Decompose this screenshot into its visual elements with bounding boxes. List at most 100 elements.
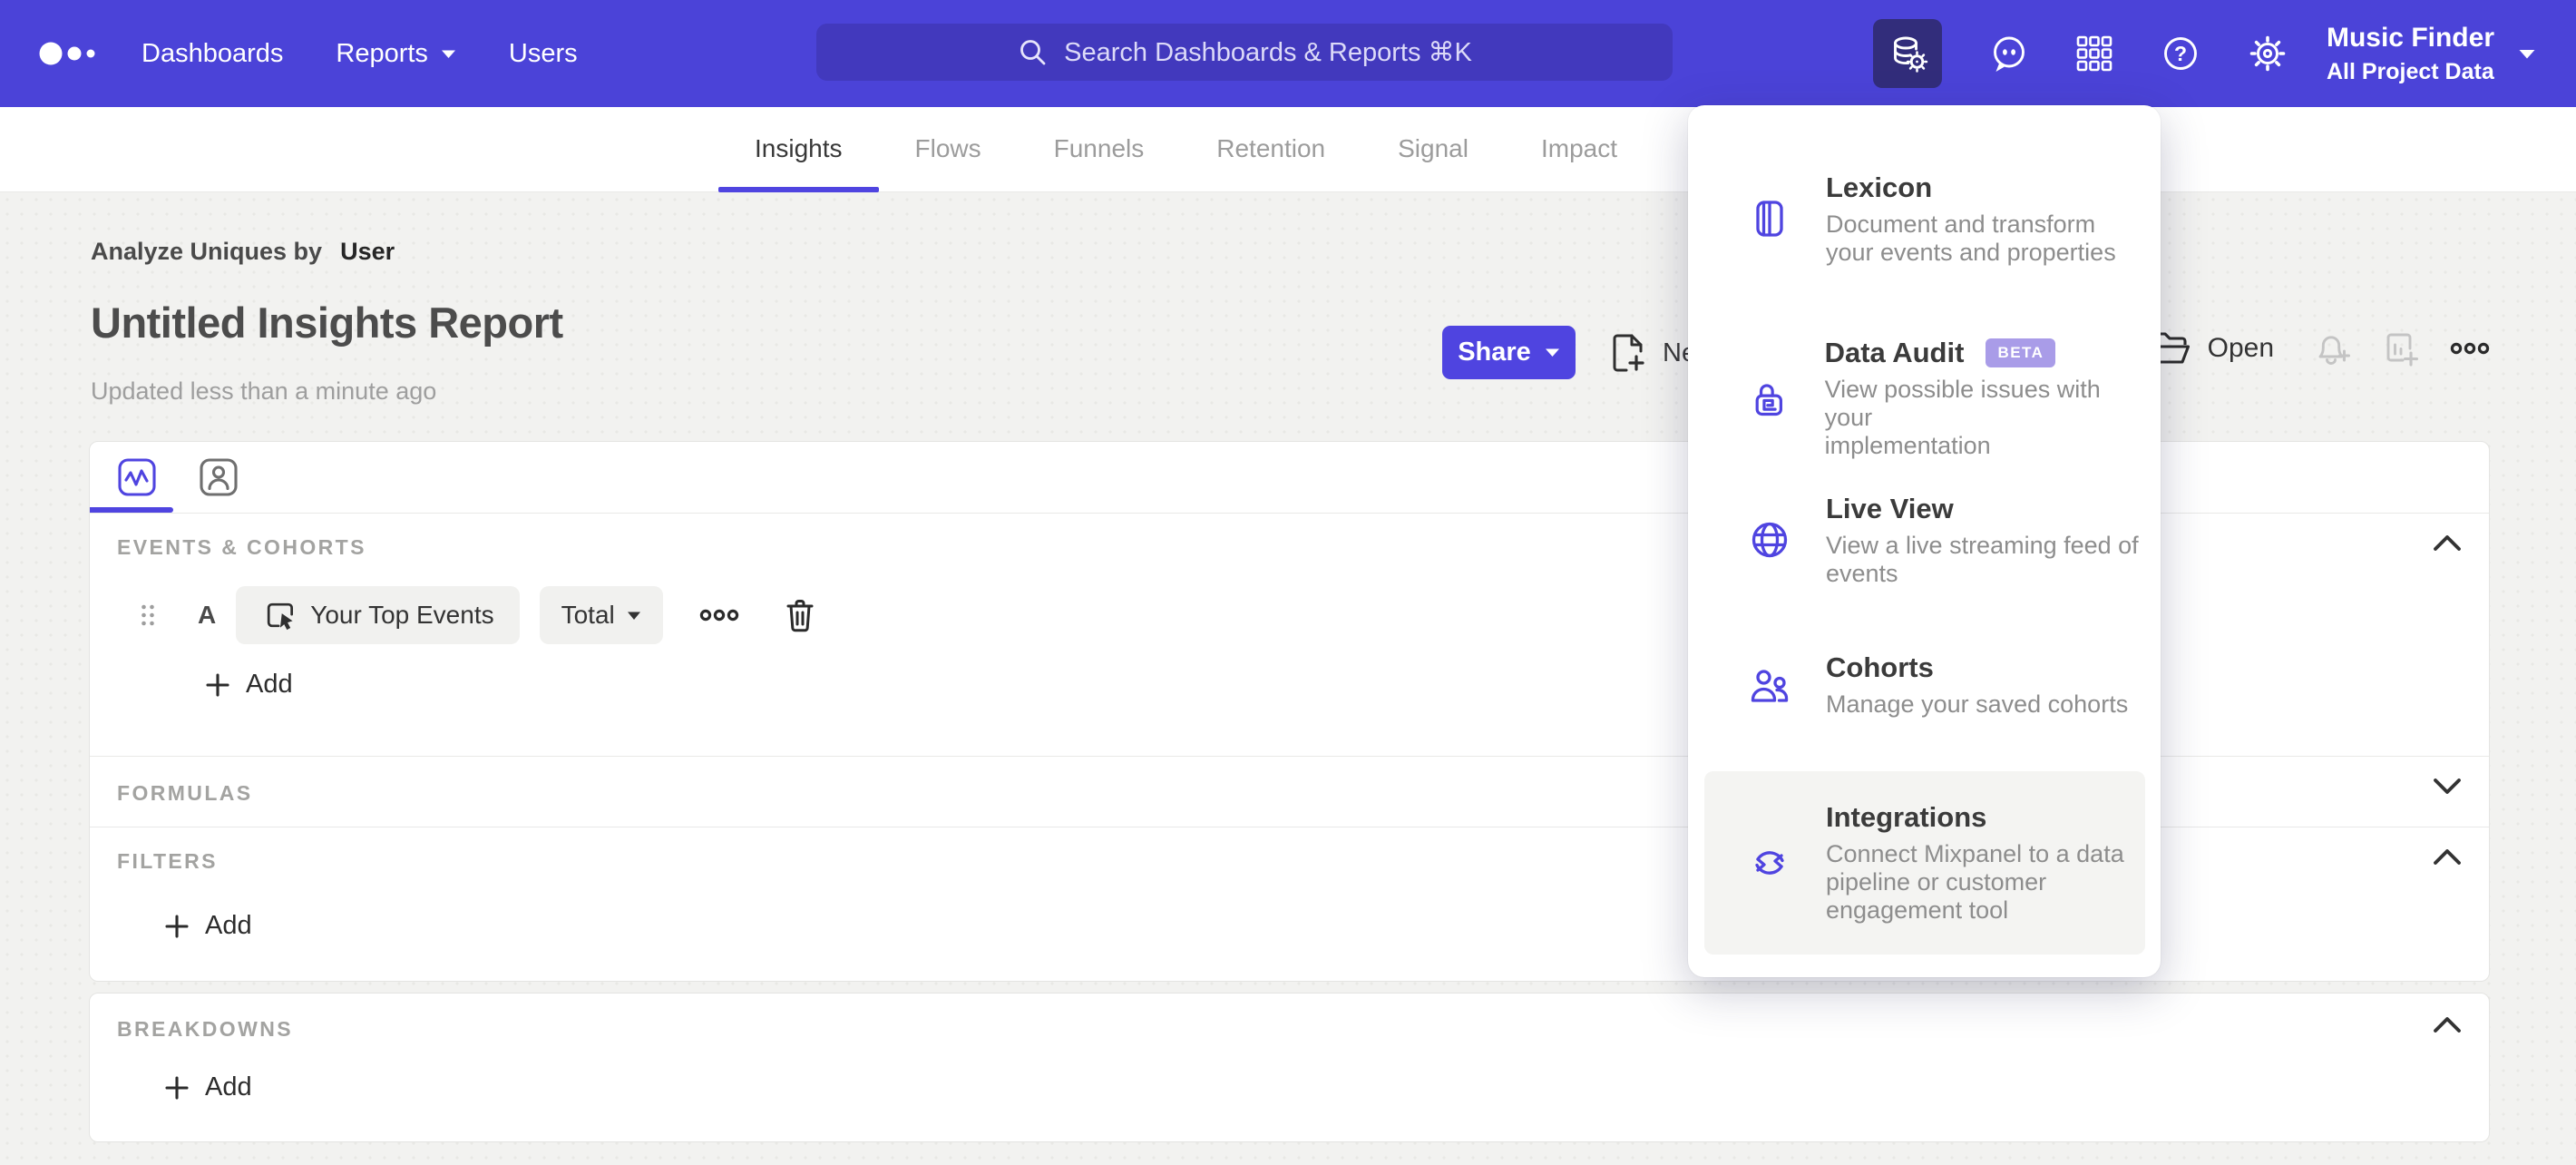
search-placeholder: Search Dashboards & Reports ⌘K [1064, 38, 1472, 67]
nav-users[interactable]: Users [509, 39, 578, 69]
alert-bell-plus-icon[interactable] [2314, 328, 2352, 368]
lexicon-book-icon [1756, 201, 1783, 237]
menu-item-cohorts[interactable]: Cohorts Manage your saved cohorts [1704, 639, 2145, 731]
analyze-label: Analyze Uniques by [91, 238, 323, 265]
add-event-button[interactable]: Add [205, 670, 293, 700]
analyze-entity-selector[interactable]: User [340, 238, 395, 265]
events-view-tab[interactable] [117, 457, 157, 497]
updated-timestamp: Updated less than a minute ago [91, 377, 437, 405]
menu-item-description: View a live streaming feed of events [1826, 531, 2139, 587]
add-breakdown-button[interactable]: Add [164, 1072, 252, 1102]
event-cursor-icon [268, 602, 294, 631]
menu-item-integrations[interactable]: Integrations Connect Mixpanel to a data … [1704, 771, 2145, 955]
feedback-button[interactable] [1987, 33, 2029, 74]
share-button[interactable]: Share [1442, 326, 1576, 379]
speech-bubble-icon [1994, 36, 2025, 72]
tab-insights[interactable]: Insights [718, 107, 879, 192]
section-label: BREAKDOWNS [117, 1017, 293, 1041]
global-search-input[interactable]: Search Dashboards & Reports ⌘K [816, 24, 1673, 81]
breadcrumb: Analyze Uniques by User [91, 238, 395, 266]
more-options-icon[interactable] [2450, 342, 2490, 355]
menu-item-lexicon[interactable]: Lexicon Document and transform your even… [1704, 169, 2145, 269]
event-name: Your Top Events [310, 601, 494, 629]
metric-value: Total [561, 601, 615, 629]
svg-text:?: ? [2174, 42, 2187, 65]
events-cohorts-section: EVENTS & COHORTS A Your Top Eve [90, 514, 2489, 757]
report-toolbar: Open [2150, 328, 2490, 368]
expand-chevron-down-icon[interactable] [2431, 776, 2464, 798]
help-button[interactable]: ? [2160, 33, 2201, 74]
event-query-row: A Your Top Events Total [90, 586, 819, 644]
tab-flows[interactable]: Flows [914, 134, 981, 162]
delete-row-icon[interactable] [781, 595, 819, 635]
menu-item-title: Cohorts [1826, 651, 1934, 683]
drag-handle-icon[interactable] [140, 603, 156, 627]
collapse-chevron-up-icon[interactable] [2431, 532, 2464, 553]
tab-impact[interactable]: Impact [1540, 134, 1617, 162]
top-header: Dashboards Reports Users Search Dashboar… [0, 0, 2576, 107]
grid-icon [2076, 35, 2113, 72]
menu-item-description: Document and transform your events and p… [1826, 210, 2116, 266]
menu-item-title: Data Audit [1824, 337, 1965, 368]
beta-badge: BETA [1986, 338, 2056, 367]
database-gear-icon [1894, 36, 1928, 73]
tab-funnels[interactable]: Funnels [1053, 134, 1145, 162]
mixpanel-logo-icon[interactable] [38, 35, 109, 72]
series-letter: A [198, 601, 217, 629]
add-label: Add [246, 670, 293, 699]
apps-grid-button[interactable] [2074, 34, 2114, 73]
menu-item-description: View possible issues with your implement… [1824, 376, 2101, 459]
project-scope: All Project Data [2326, 59, 2494, 84]
person-icon [200, 458, 238, 496]
report-title[interactable]: Untitled Insights Report [91, 299, 563, 347]
section-label: EVENTS & COHORTS [117, 535, 366, 559]
breakdowns-card: BREAKDOWNS Add [89, 993, 2490, 1142]
nav-reports[interactable]: Reports [336, 39, 456, 69]
nav-users-label: Users [508, 38, 578, 68]
project-switcher[interactable]: Music Finder All Project Data [2327, 22, 2494, 85]
data-management-menu: Lexicon Document and transform your even… [1688, 105, 2161, 977]
document-plus-icon [1613, 334, 1644, 372]
event-selector[interactable]: Your Top Events [236, 586, 520, 644]
collapse-chevron-up-icon[interactable] [2431, 846, 2464, 867]
menu-item-title: Integrations [1826, 801, 1987, 833]
search-icon [1020, 39, 1046, 64]
menu-item-title: Lexicon [1826, 171, 1933, 203]
menu-item-description: Connect Mixpanel to a data pipeline or c… [1826, 840, 2124, 924]
plus-icon [206, 672, 229, 697]
report-type-tabs: Insights Flows Funnels Retention Signal … [0, 107, 2576, 192]
section-label: FORMULAS [117, 781, 253, 805]
add-filter-button[interactable]: Add [164, 911, 252, 941]
formulas-section: FORMULAS [90, 757, 2489, 827]
project-name: Music Finder [2326, 23, 2494, 53]
profiles-view-tab[interactable] [199, 457, 239, 497]
globe-icon [1751, 522, 1788, 558]
open-label: Open [2207, 333, 2274, 363]
share-label: Share [1458, 338, 1531, 367]
integrations-sync-icon [1755, 851, 1784, 875]
menu-item-data-audit[interactable]: Data Audit BETA View possible issues wit… [1704, 337, 2145, 459]
settings-button[interactable] [2247, 33, 2288, 74]
plus-icon [165, 1075, 189, 1100]
section-label: FILTERS [117, 849, 218, 873]
nav-dashboards[interactable]: Dashboards [141, 39, 283, 69]
menu-item-description: Manage your saved cohorts [1826, 690, 2129, 718]
add-to-board-icon[interactable] [2383, 328, 2421, 368]
question-mark-icon: ? [2164, 37, 2197, 70]
collapse-chevron-up-icon[interactable] [2431, 1013, 2464, 1035]
menu-item-title: Live View [1826, 492, 1954, 524]
chevron-down-icon[interactable] [2518, 48, 2536, 60]
row-options-icon[interactable] [699, 609, 739, 622]
tab-retention[interactable]: Retention [1216, 134, 1326, 162]
plus-icon [165, 914, 189, 938]
data-management-button[interactable] [1872, 19, 1942, 88]
pulse-chart-icon [118, 458, 156, 496]
menu-item-live-view[interactable]: Live View View a live streaming feed of … [1704, 490, 2145, 590]
primary-nav: Dashboards Reports Users [141, 39, 578, 69]
report-content: Analyze Uniques by User Untitled Insight… [0, 192, 2576, 1165]
active-tab-underline [90, 507, 173, 513]
tab-signal[interactable]: Signal [1398, 134, 1469, 162]
metric-selector[interactable]: Total [539, 586, 663, 644]
open-report-button[interactable]: Open [2150, 329, 2274, 367]
